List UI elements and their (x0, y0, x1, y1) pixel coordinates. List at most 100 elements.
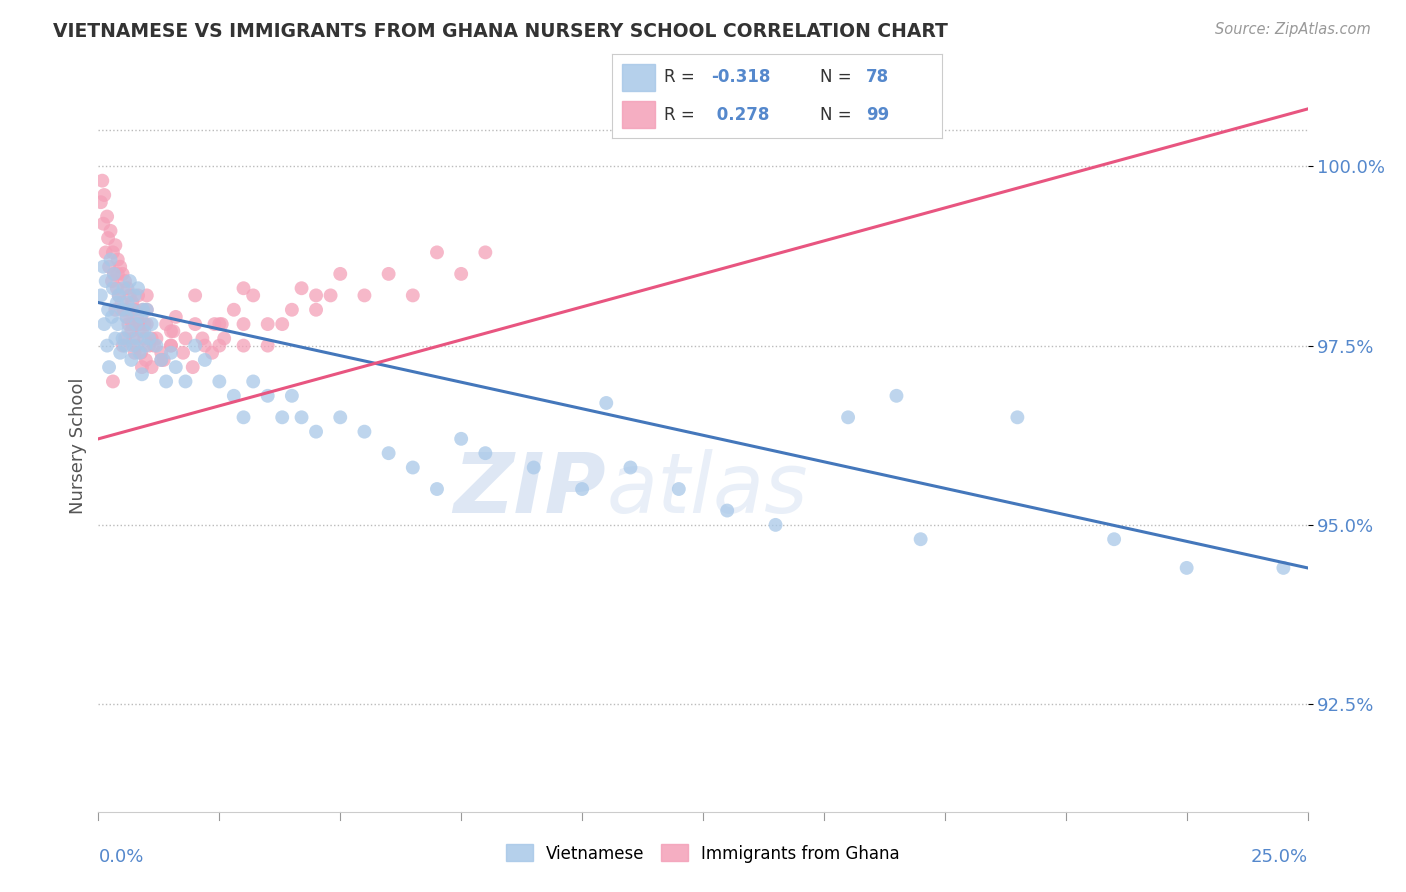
Point (131, 360, 153, 375)
Point (127, 317, 149, 331)
Point (232, 281, 254, 295)
Point (131, 368, 153, 382)
Point (1007, 410, 1029, 425)
Text: 78: 78 (866, 69, 889, 87)
Point (165, 310, 187, 324)
Bar (621, 101, 655, 128)
Point (1102, 533, 1125, 547)
Text: 0.0%: 0.0% (98, 847, 143, 865)
Point (94, 245, 117, 260)
Point (716, 503, 738, 517)
Text: 99: 99 (866, 105, 889, 123)
Point (377, 267, 399, 281)
Point (125, 338, 148, 352)
Point (271, 410, 294, 425)
Point (281, 302, 304, 317)
Point (619, 460, 641, 475)
Point (105, 281, 128, 295)
Legend: Vietnamese, Immigrants from Ghana: Vietnamese, Immigrants from Ghana (499, 838, 907, 869)
Point (117, 281, 139, 295)
Point (118, 288, 141, 302)
Point (90, 195, 112, 210)
Point (111, 302, 134, 317)
Point (114, 274, 136, 288)
Point (160, 324, 183, 338)
Point (120, 324, 142, 338)
Point (523, 460, 546, 475)
Point (121, 302, 143, 317)
Point (1272, 561, 1295, 575)
Point (211, 317, 233, 331)
Point (232, 410, 254, 425)
Point (125, 317, 148, 331)
Point (143, 338, 166, 352)
Point (115, 310, 138, 324)
Point (571, 482, 593, 496)
Text: R =: R = (665, 69, 700, 87)
Point (91, 174, 114, 188)
Point (93, 188, 115, 202)
Point (222, 389, 245, 403)
Point (194, 353, 217, 368)
Point (208, 338, 231, 352)
Point (256, 338, 278, 352)
Point (91, 260, 114, 274)
Point (107, 317, 129, 331)
Point (134, 331, 156, 345)
Point (150, 345, 173, 359)
Point (90, 288, 112, 302)
Point (141, 331, 163, 345)
Point (127, 288, 149, 302)
Point (101, 281, 124, 295)
Point (886, 389, 908, 403)
Point (329, 410, 352, 425)
Point (117, 295, 139, 310)
Point (103, 267, 125, 281)
Point (91, 217, 114, 231)
Point (100, 224, 122, 238)
Point (212, 331, 235, 345)
Point (150, 353, 173, 368)
Text: N =: N = (820, 105, 856, 123)
Point (305, 302, 328, 317)
Point (329, 267, 352, 281)
Point (104, 238, 127, 252)
Point (150, 353, 173, 368)
Point (135, 288, 157, 302)
Text: R =: R = (665, 105, 700, 123)
Point (181, 360, 204, 375)
Point (281, 389, 304, 403)
Point (107, 267, 129, 281)
Point (135, 302, 157, 317)
Point (124, 288, 146, 302)
Point (105, 295, 128, 310)
Text: 0.278: 0.278 (710, 105, 769, 123)
Point (256, 317, 278, 331)
Point (96, 210, 118, 224)
Point (353, 425, 375, 439)
Point (108, 345, 131, 359)
Bar (621, 63, 655, 91)
Point (152, 353, 174, 368)
Point (402, 460, 425, 475)
Point (132, 302, 155, 317)
Point (98, 260, 121, 274)
Text: atlas: atlas (606, 450, 808, 531)
Point (141, 317, 163, 331)
Point (232, 338, 254, 352)
Point (94, 274, 117, 288)
Point (115, 310, 138, 324)
Point (97, 302, 120, 317)
Y-axis label: Nursery School: Nursery School (69, 377, 87, 515)
Text: VIETNAMESE VS IMMIGRANTS FROM GHANA NURSERY SCHOOL CORRELATION CHART: VIETNAMESE VS IMMIGRANTS FROM GHANA NURS… (53, 22, 948, 41)
Point (353, 288, 375, 302)
Point (165, 360, 187, 375)
Point (138, 331, 160, 345)
Point (112, 302, 135, 317)
Point (111, 338, 134, 352)
Point (319, 288, 342, 302)
Point (160, 338, 183, 352)
Point (96, 338, 118, 352)
Text: Source: ZipAtlas.com: Source: ZipAtlas.com (1215, 22, 1371, 37)
Point (97, 231, 120, 245)
